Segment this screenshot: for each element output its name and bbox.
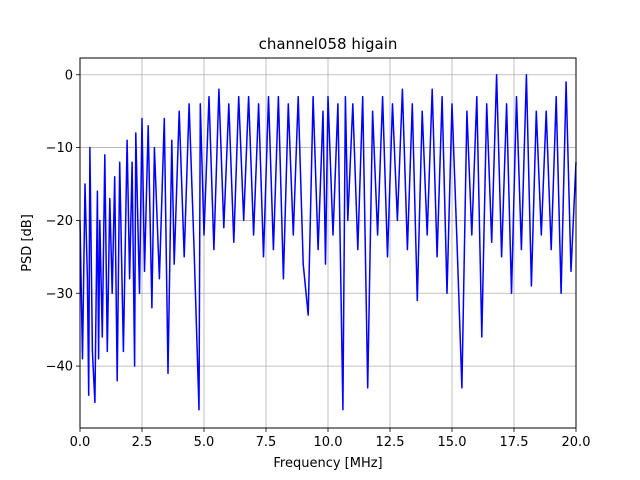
x-tick-label: 15.0	[438, 435, 467, 450]
x-tick-label: 2.5	[132, 435, 153, 450]
y-axis-label: PSD [dB]	[20, 214, 35, 272]
x-tick-label: 10.0	[314, 435, 343, 450]
x-tick-label: 17.5	[500, 435, 529, 450]
y-tick-label: −40	[46, 360, 73, 375]
data-series	[79, 74, 577, 411]
y-tick-label: −30	[46, 287, 73, 302]
chart-title: channel058 higain	[259, 35, 398, 53]
y-tick-label: 0	[65, 68, 73, 83]
y-axis: 0 −10 −20 −30 −40	[46, 68, 80, 375]
psd-line-0	[79, 74, 577, 411]
x-axis-label: Frequency [MHz]	[273, 456, 382, 471]
x-tick-label: 12.5	[376, 435, 405, 450]
y-tick-label: −10	[46, 141, 73, 156]
x-tick-label: 20.0	[562, 435, 591, 450]
y-tick-label: −20	[46, 214, 73, 229]
x-tick-label: 5.0	[194, 435, 215, 450]
x-tick-label: 0.0	[70, 435, 91, 450]
x-axis: 0.0 2.5 5.0 7.5 10.0 12.5 15.0 17.5 20.0	[70, 428, 591, 450]
x-tick-label: 7.5	[256, 435, 277, 450]
